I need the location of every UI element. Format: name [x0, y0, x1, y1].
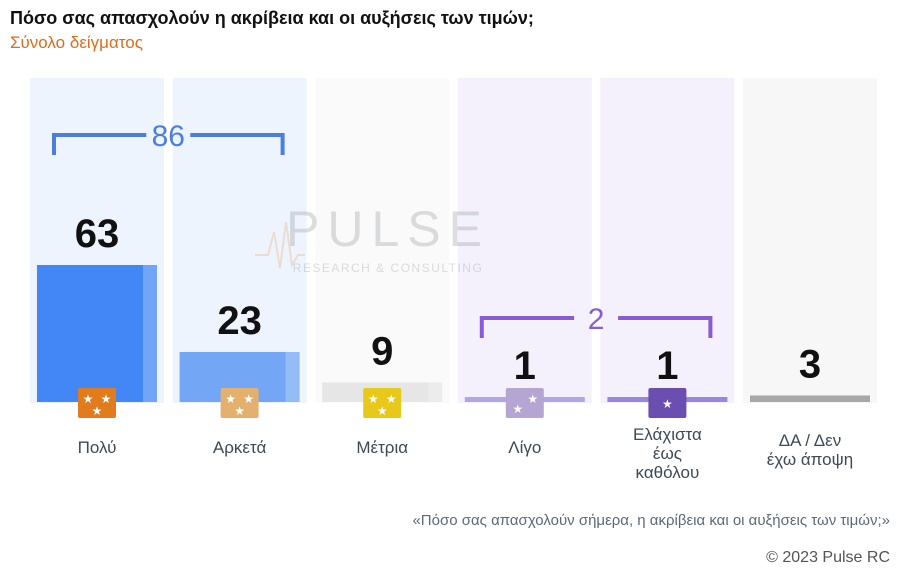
value-label: 63 [75, 212, 120, 256]
star-icon: ★ [512, 402, 523, 416]
bar-highlight [143, 265, 157, 402]
column-background [600, 78, 735, 403]
category-label: Ελάχιστα [633, 425, 702, 444]
bracket-right [190, 133, 285, 155]
value-label: 3 [799, 342, 821, 386]
star-icon: ★ [368, 392, 379, 406]
rating-stars-icon: ★ ★★ [220, 388, 259, 418]
watermark-name: PULSE [286, 201, 490, 257]
copyright-text: © 2023 Pulse RC [766, 549, 890, 566]
category-label: Μέτρια [356, 438, 408, 457]
star-icon: ★ [101, 392, 112, 406]
rating-stars-icon: ★★ [505, 388, 544, 418]
category-label: έως [653, 444, 682, 463]
category-label: Πολύ [78, 438, 117, 457]
icon-tile [78, 388, 116, 418]
group-total-label: 86 [152, 120, 185, 153]
category-label: ΔΑ / Δεν [779, 431, 841, 450]
category-label: έχω άποψη [767, 450, 853, 469]
rating-stars-icon: ★ ★★ [363, 388, 402, 418]
rating-stars-icon: ★ [648, 388, 687, 418]
value-label: 23 [217, 299, 262, 343]
star-icon: ★ [662, 397, 673, 411]
rating-stars-icon: ★ ★★ [78, 388, 116, 418]
star-icon: ★ [92, 404, 103, 418]
group-total-label: 2 [588, 303, 605, 336]
value-label: 1 [514, 344, 536, 388]
star-icon: ★ [83, 392, 94, 406]
star-icon: ★ [234, 404, 245, 418]
icon-tile [220, 388, 259, 418]
star-icon: ★ [243, 392, 254, 406]
bracket-left [479, 316, 575, 338]
icon-tile [505, 388, 544, 418]
bar-highlight [285, 351, 300, 402]
star-icon: ★ [386, 392, 397, 406]
bar-5 [750, 395, 870, 402]
value-label: 1 [656, 344, 678, 388]
pulse-wave-icon [255, 221, 305, 269]
chart-subtitle: Σύνολο δείγματος [10, 33, 143, 52]
column-background [172, 78, 307, 403]
star-icon: ★ [377, 404, 388, 418]
category-label: Αρκετά [213, 438, 267, 457]
group-bracket: 2 [479, 303, 713, 338]
star-icon: ★ [527, 392, 538, 406]
icon-tile [648, 388, 687, 418]
bracket-left [52, 133, 147, 155]
column-background [315, 78, 450, 403]
bar-0 [37, 265, 157, 402]
category-label: καθόλου [636, 463, 700, 482]
column-background [457, 78, 592, 403]
star-icon: ★ [225, 392, 236, 406]
bar-highlight [428, 382, 443, 402]
column-background [743, 78, 877, 403]
value-label: 9 [371, 329, 393, 373]
bracket-right [618, 316, 713, 338]
chart-title: Πόσο σας απασχολούν η ακρίβεια και οι αυ… [10, 8, 534, 28]
icon-tile [363, 388, 402, 418]
category-label: Λίγο [508, 438, 541, 457]
group-bracket: 86 [52, 120, 285, 155]
question-footnote: «Πόσο σας απασχολούν σήμερα, η ακρίβεια … [412, 512, 890, 529]
watermark-tagline: RESEARCH & CONSULTING [293, 261, 484, 275]
watermark-logo: PULSE RESEARCH & CONSULTING [255, 201, 490, 275]
